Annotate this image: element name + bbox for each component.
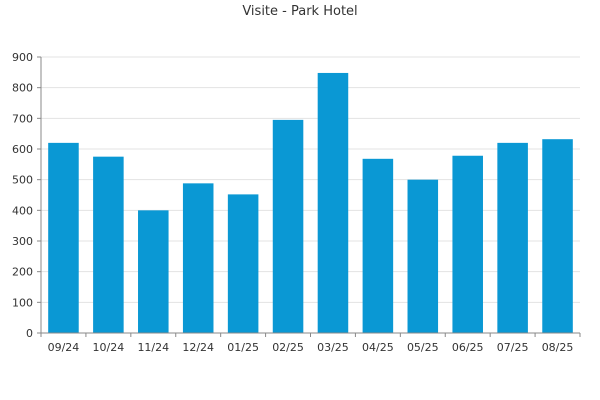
- chart-title: Visite - Park Hotel: [242, 4, 358, 19]
- bar-05-25[interactable]: [407, 179, 439, 333]
- bar-01-25[interactable]: [227, 194, 259, 333]
- x-tick-label: 05/25: [407, 341, 439, 354]
- bar-08-25[interactable]: [542, 139, 573, 333]
- y-tick-label: 300: [12, 235, 33, 248]
- x-tick-labels: 09/24 10/24 11/24 12/24 01/25 02/25 03/25 04/25…: [48, 341, 574, 354]
- x-tick-label: 10/24: [93, 341, 125, 354]
- bar-02-25[interactable]: [272, 119, 304, 333]
- bar-10-24[interactable]: [93, 156, 124, 333]
- bar-06-25[interactable]: [452, 155, 483, 333]
- bar-03-25[interactable]: [317, 72, 349, 334]
- y-tick-label: 900: [12, 51, 33, 64]
- x-tick-label: 04/25: [362, 341, 394, 354]
- bars: [48, 72, 573, 334]
- x-tick-label: 07/25: [497, 341, 529, 354]
- y-tick-label: 600: [12, 143, 33, 156]
- x-tick-label: 03/25: [317, 341, 349, 354]
- x-tick-label: 11/24: [137, 341, 169, 354]
- y-tick-label: 0: [26, 327, 33, 340]
- x-tick-label: 06/25: [452, 341, 484, 354]
- y-tick-label: 800: [12, 82, 33, 95]
- y-tick-label: 100: [12, 296, 33, 309]
- axes: [37, 56, 581, 337]
- y-tick-label: 700: [12, 112, 33, 125]
- y-tick-labels: 0 100 200 300 400 500 600 700 800 900: [12, 51, 33, 340]
- bar-09-24[interactable]: [48, 142, 79, 333]
- y-tick-label: 400: [12, 204, 33, 217]
- y-tick-label: 200: [12, 266, 33, 279]
- x-tick-label: 02/25: [272, 341, 304, 354]
- x-tick-label: 12/24: [182, 341, 214, 354]
- y-tick-label: 500: [12, 174, 33, 187]
- bar-07-25[interactable]: [497, 142, 528, 333]
- x-tick-label: 01/25: [227, 341, 259, 354]
- bar-11-24[interactable]: [138, 210, 169, 333]
- bar-12-24[interactable]: [182, 183, 214, 333]
- grid-lines: [41, 56, 580, 303]
- bar-04-25[interactable]: [362, 158, 394, 333]
- x-tick-label: 09/24: [48, 341, 80, 354]
- x-tick-label: 08/25: [542, 341, 574, 354]
